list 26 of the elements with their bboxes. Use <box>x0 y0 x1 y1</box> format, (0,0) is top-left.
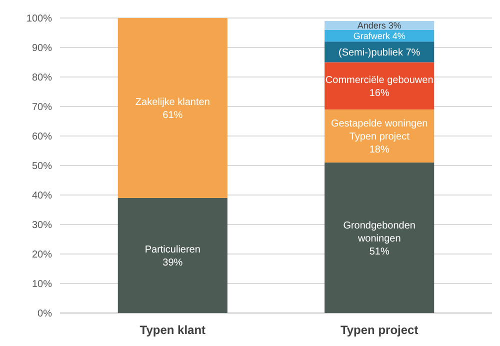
y-tick-label: 60% <box>32 132 52 142</box>
y-tick-label: 90% <box>32 43 52 54</box>
series-label: Commerciële gebouwen <box>325 74 434 86</box>
data-label: 16% <box>369 88 390 99</box>
y-tick-label: 100% <box>26 14 52 24</box>
data-label: 51% <box>369 246 390 258</box>
data-label: 61% <box>162 110 183 121</box>
series-label: Zakelijke klanten <box>135 96 210 108</box>
text: Grafwerk 4% <box>353 30 406 41</box>
series-label: Gestapelde woningen Typen project <box>330 118 428 142</box>
data-label: 39% <box>162 257 183 268</box>
y-tick-label: 70% <box>32 102 52 113</box>
text: Anders 3% <box>357 20 402 31</box>
x-tick-label: Typen project <box>340 323 418 337</box>
y-tick-label: 20% <box>32 250 52 260</box>
y-tick-label: 10% <box>32 279 52 290</box>
y-tick-label: 40% <box>32 190 52 202</box>
y-tick-label: 0% <box>38 308 52 320</box>
text: (Semi-)publiek 7% <box>338 47 420 58</box>
x-tick-label: Typen klant <box>140 323 206 337</box>
y-tick-label: 30% <box>32 220 52 231</box>
y-tick-label: 80% <box>32 72 52 84</box>
data-label: 18% <box>369 144 390 156</box>
series-label: Grondgebonden woningen <box>343 220 416 244</box>
series-label: Particulieren <box>144 244 200 256</box>
y-tick-label: 50% <box>32 161 52 172</box>
